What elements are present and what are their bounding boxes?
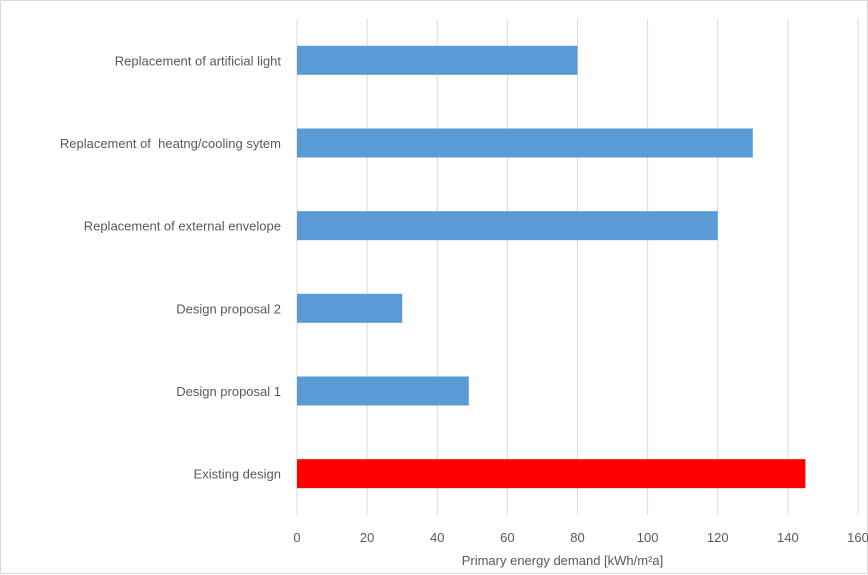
x-tick-label: 40 [430, 530, 444, 545]
category-label: Replacement of external envelope [84, 219, 281, 234]
category-label: Design proposal 2 [176, 301, 281, 316]
x-tick-label: 120 [707, 530, 729, 545]
bars [297, 45, 806, 489]
x-tick-labels: 0 20 40 60 80 100 120 140 160 [293, 530, 868, 545]
bar [297, 128, 753, 158]
category-label: Replacement of artificial light [115, 53, 282, 68]
category-label: Existing design [194, 467, 281, 482]
gridlines [296, 19, 859, 515]
category-labels: Existing design Design proposal 1 Design p… [60, 53, 282, 481]
bar [297, 376, 469, 406]
x-tick-label: 80 [570, 530, 584, 545]
x-tick-label: 160 [847, 530, 868, 545]
x-tick-label: 100 [637, 530, 659, 545]
bar [297, 211, 718, 241]
x-tick-label: 20 [360, 530, 374, 545]
x-axis-title: Primary energy demand [kWh/m²a] [462, 553, 664, 568]
bar [297, 45, 578, 75]
x-tick-label: 140 [777, 530, 799, 545]
x-tick-label: 60 [500, 530, 514, 545]
category-label: Replacement of heatng/cooling sytem [60, 136, 281, 151]
bar [297, 293, 403, 323]
x-tick-label: 0 [293, 530, 300, 545]
category-label: Design proposal 1 [176, 384, 281, 399]
bar [297, 459, 806, 489]
